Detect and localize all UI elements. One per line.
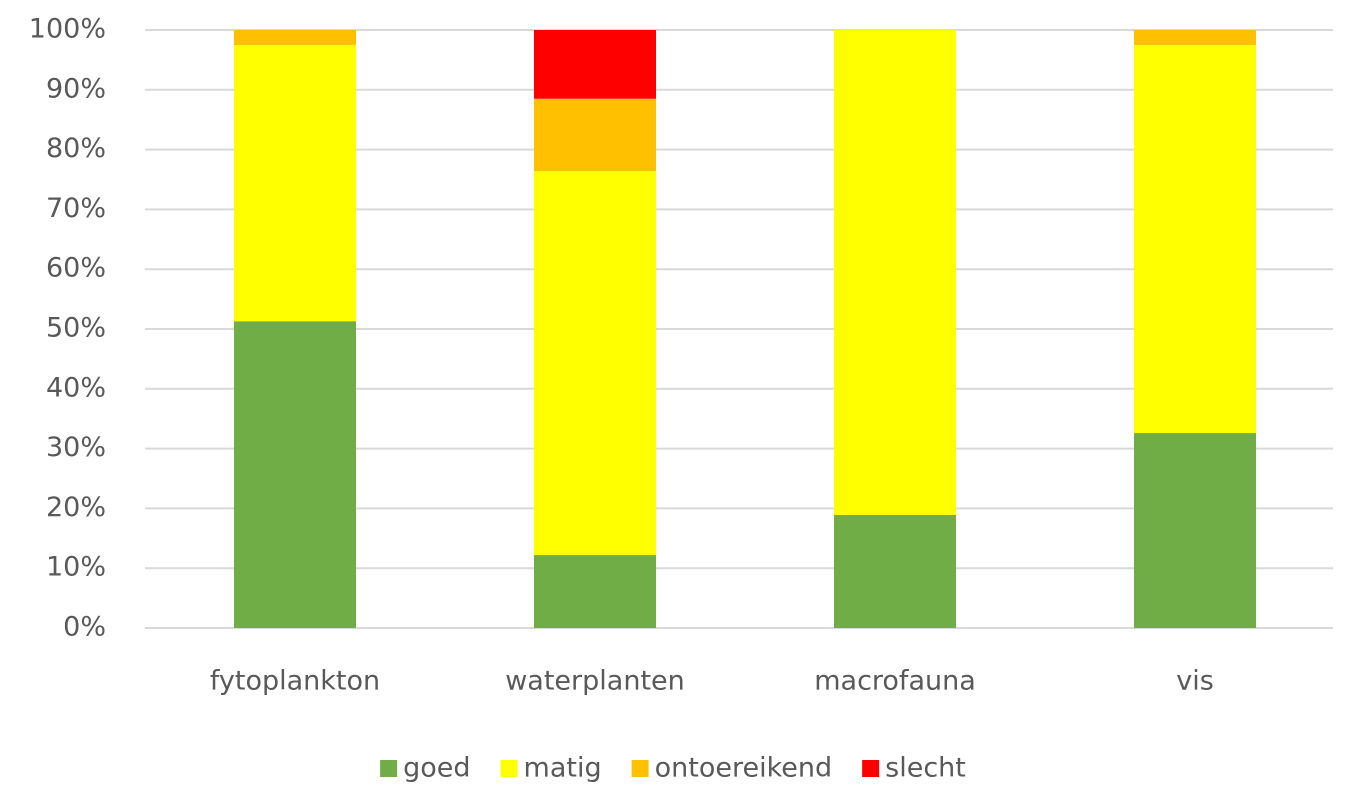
legend-swatch xyxy=(631,760,649,777)
bar-segment xyxy=(1134,44,1256,434)
legend-label: ontoereikend xyxy=(655,753,833,784)
y-tick-label: 20% xyxy=(46,492,106,523)
bar-segment xyxy=(534,98,656,172)
bar-segment xyxy=(234,30,356,45)
bar-segment xyxy=(834,514,956,628)
bar-segment xyxy=(1134,433,1256,628)
y-tick-label: 30% xyxy=(46,432,106,463)
y-tick-label: 0% xyxy=(63,612,106,643)
x-tick-label: waterplanten xyxy=(505,666,685,697)
legend-label: goed xyxy=(403,753,470,784)
bar-segment xyxy=(1134,30,1256,45)
bar-segment xyxy=(534,30,656,99)
x-tick-label: vis xyxy=(1176,666,1214,697)
legend-label: slecht xyxy=(885,753,966,784)
bar-segment xyxy=(534,555,656,628)
legend-swatch xyxy=(862,760,880,777)
y-tick-label: 90% xyxy=(46,73,106,104)
y-tick-label: 60% xyxy=(46,253,106,284)
legend-swatch xyxy=(500,760,518,777)
y-tick-label: 50% xyxy=(46,313,106,344)
legend-swatch xyxy=(380,760,398,777)
bar-segment xyxy=(234,44,356,322)
legend-label: matig xyxy=(524,753,602,784)
y-tick-label: 70% xyxy=(46,193,106,224)
bar-segment xyxy=(234,321,356,628)
bar-segment xyxy=(834,30,956,515)
y-tick-label: 10% xyxy=(46,552,106,583)
x-tick-label: macrofauna xyxy=(814,666,976,697)
y-tick-label: 100% xyxy=(29,14,106,45)
y-tick-label: 40% xyxy=(46,372,106,403)
y-tick-label: 80% xyxy=(46,133,106,164)
x-tick-label: fytoplankton xyxy=(210,666,380,697)
bar-segment xyxy=(534,171,656,556)
